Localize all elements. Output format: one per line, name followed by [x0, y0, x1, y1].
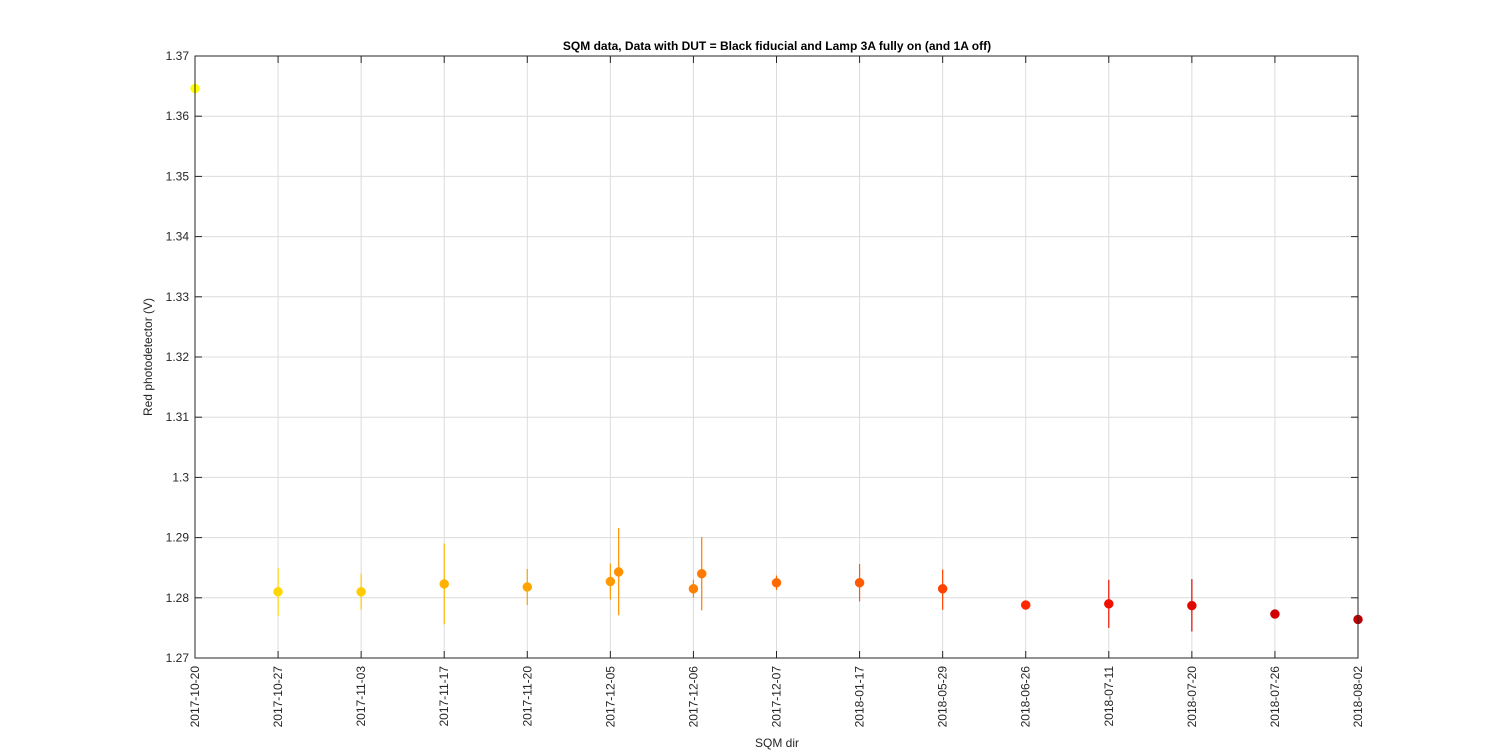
y-tick-label: 1.28 — [166, 591, 190, 605]
x-tick-label: 2017-11-20 — [520, 666, 534, 727]
x-tick-label: 2018-08-02 — [1351, 666, 1365, 728]
axis-ticks: 1.27 1.28 1.29 1.3 1.31 1.32 1.33 1.34 1.35 1.36 1… — [166, 49, 1365, 727]
chart-title: SQM data, Data with DUT = Black fiducial… — [563, 39, 991, 53]
x-tick-label: 2018-06-26 — [1019, 666, 1033, 728]
x-tick-label: 2017-10-20 — [188, 666, 202, 728]
data-point — [273, 587, 283, 597]
x-tick-label: 2018-07-11 — [1102, 666, 1116, 727]
y-tick-label: 1.29 — [166, 531, 190, 545]
x-tick-label: 2018-05-29 — [936, 666, 950, 728]
data-point — [1020, 600, 1031, 610]
y-tick-label: 1.31 — [166, 410, 190, 424]
y-tick-label: 1.36 — [166, 109, 190, 123]
data-point — [937, 584, 948, 594]
data-point — [613, 567, 624, 577]
x-tick-label: 2017-12-05 — [603, 666, 617, 728]
y-tick-label: 1.27 — [166, 651, 190, 665]
y-tick-label: 1.37 — [166, 49, 190, 63]
data-point — [1270, 609, 1280, 619]
y-tick-label: 1.34 — [166, 230, 190, 244]
data-point — [688, 584, 699, 594]
data-point — [1187, 600, 1197, 611]
x-tick-label: 2018-07-20 — [1185, 666, 1199, 728]
data-point — [1104, 599, 1114, 609]
data-point — [696, 568, 707, 579]
x-tick-label: 2017-10-27 — [271, 666, 285, 728]
y-tick-label: 1.35 — [166, 169, 190, 183]
data-point — [439, 579, 449, 589]
data-point — [605, 576, 616, 587]
y-tick-label: 1.32 — [166, 350, 190, 364]
data-marks — [190, 83, 1363, 632]
x-tick-label: 2017-11-17 — [437, 666, 451, 727]
x-tick-label: 2017-11-03 — [354, 666, 368, 727]
data-point — [522, 582, 533, 592]
y-tick-label: 1.3 — [172, 470, 189, 484]
data-point — [771, 578, 782, 588]
x-tick-label: 2018-07-26 — [1268, 666, 1282, 728]
x-tick-label: 2017-12-06 — [686, 666, 700, 728]
grid-lines — [194, 55, 1359, 659]
x-axis-label: SQM dir — [755, 736, 799, 750]
data-point — [854, 578, 865, 588]
y-tick-label: 1.33 — [166, 290, 190, 304]
x-tick-label: 2018-01-17 — [853, 666, 867, 728]
data-point — [356, 587, 366, 597]
x-tick-label: 2017-12-07 — [770, 666, 784, 728]
y-axis-label: Red photodetector (V) — [141, 298, 155, 416]
